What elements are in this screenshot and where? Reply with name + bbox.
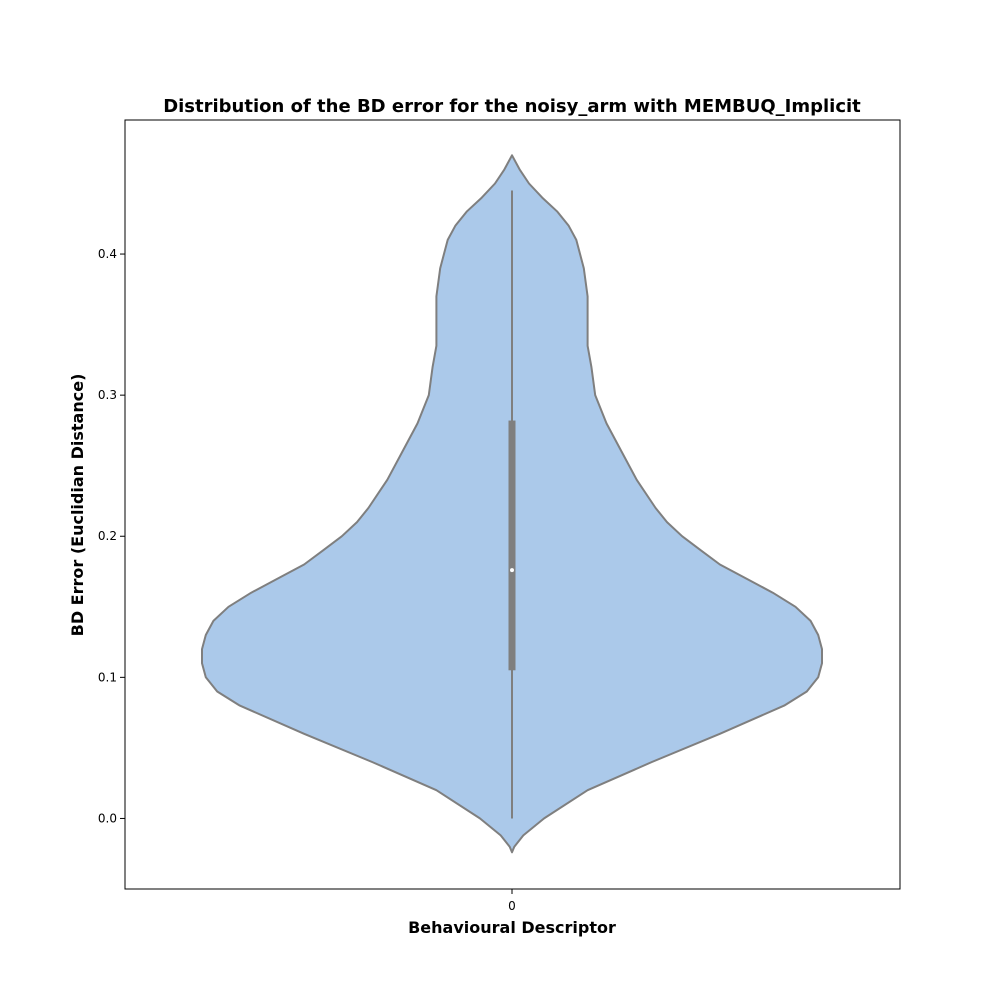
y-tick-label: 0.2 bbox=[98, 529, 117, 543]
x-axis-label: Behavioural Descriptor bbox=[408, 918, 616, 937]
median-marker bbox=[510, 568, 514, 573]
y-tick-label: 0.0 bbox=[98, 811, 117, 825]
y-tick-label: 0.4 bbox=[98, 247, 117, 261]
plot-area bbox=[201, 154, 823, 854]
y-tick-label: 0.3 bbox=[98, 388, 117, 402]
chart-title: Distribution of the BD error for the noi… bbox=[163, 96, 861, 117]
iqr-box bbox=[508, 420, 516, 671]
x-axis: 0 bbox=[508, 889, 516, 913]
y-axis: 0.0 0.1 0.2 0.3 0.4 bbox=[98, 247, 125, 825]
x-tick-label: 0 bbox=[508, 899, 516, 913]
y-tick-label: 0.1 bbox=[98, 670, 117, 684]
y-axis-label: BD Error (Euclidian Distance) bbox=[68, 374, 87, 637]
